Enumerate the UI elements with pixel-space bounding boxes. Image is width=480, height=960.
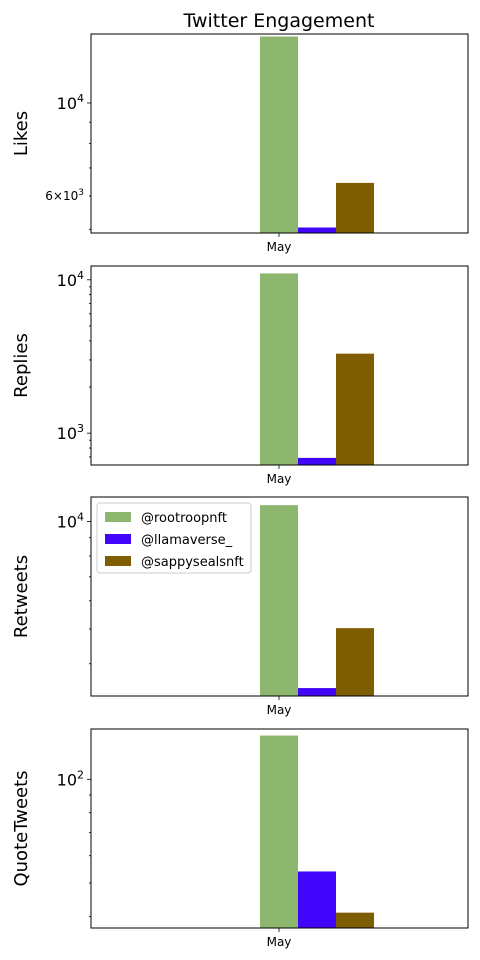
axes-frame (90, 728, 469, 929)
legend-label: @llamaverse_ (141, 533, 233, 548)
ylabel-retweets: Retweets (11, 555, 32, 638)
bar-likes-rootroopnft (260, 36, 298, 233)
chart-title: Twitter Engagement (183, 10, 375, 32)
bar-replies-rootroopnft (260, 273, 298, 465)
ytick-label: 102 (57, 768, 84, 789)
ytick-base: 10 (57, 424, 77, 443)
legend-label: @sappysealsnft (141, 555, 244, 570)
ytick-base: 10 (57, 271, 77, 290)
ytick-exponent: 4 (77, 92, 84, 105)
bar-quotetweets-rootroopnft (260, 735, 298, 928)
legend-swatch (105, 556, 131, 566)
ytick-base: 10 (57, 94, 77, 113)
legend: @rootroopnft @llamaverse_ @sappysealsnft (96, 502, 252, 574)
bar-likes-llamaverse (298, 227, 336, 233)
ylabel-likes: Likes (11, 111, 32, 156)
bar-replies-llamaverse (298, 457, 336, 465)
chart-panels: 1046×103MayLikes104103MayReplies104MayRe… (11, 33, 469, 949)
ytick-exponent: 2 (77, 768, 84, 781)
ytick-label: 104 (57, 510, 84, 531)
panel-quotetweets: 102 May QuoteTweets (11, 728, 469, 949)
bar-retweets-sappysealsnft (336, 628, 374, 696)
axes-frame (90, 33, 469, 234)
panel-retweets: 104 May Retweets (11, 496, 469, 717)
ytick-exponent: 4 (77, 510, 84, 523)
ytick-label: 103 (57, 422, 84, 443)
ytick-exponent: 3 (77, 422, 84, 435)
axes-frame (90, 496, 469, 697)
bar-retweets-llamaverse (298, 688, 336, 696)
legend-label: @rootroopnft (141, 511, 227, 526)
bar-retweets-rootroopnft (260, 505, 298, 696)
xtick-label: May (267, 240, 292, 254)
bar-likes-sappysealsnft (336, 182, 374, 233)
ytick-exponent: 4 (77, 269, 84, 282)
panel-likes: 104 6×103 May Likes (11, 33, 469, 254)
xtick-label: May (267, 935, 292, 949)
ylabel-replies: Replies (11, 333, 32, 398)
ytick-label: 104 (57, 269, 84, 290)
legend-swatch (105, 534, 131, 544)
axes-frame (90, 265, 469, 466)
xtick-label: May (267, 703, 292, 717)
ytick-base: 10 (57, 512, 77, 531)
ytick-base: 10 (57, 770, 77, 789)
legend-box (96, 502, 252, 574)
bar-quotetweets-sappysealsnft (336, 912, 374, 928)
ylabel-quotetweets: QuoteTweets (11, 770, 32, 886)
xtick-label: May (267, 472, 292, 486)
ytick-base: 6×10 (45, 189, 78, 203)
ytick-label: 6×103 (45, 188, 84, 203)
bar-quotetweets-llamaverse (298, 871, 336, 928)
ytick-exponent: 3 (78, 188, 84, 198)
legend-swatch (105, 512, 131, 522)
bar-replies-sappysealsnft (336, 353, 374, 465)
ytick-label: 104 (57, 92, 84, 113)
